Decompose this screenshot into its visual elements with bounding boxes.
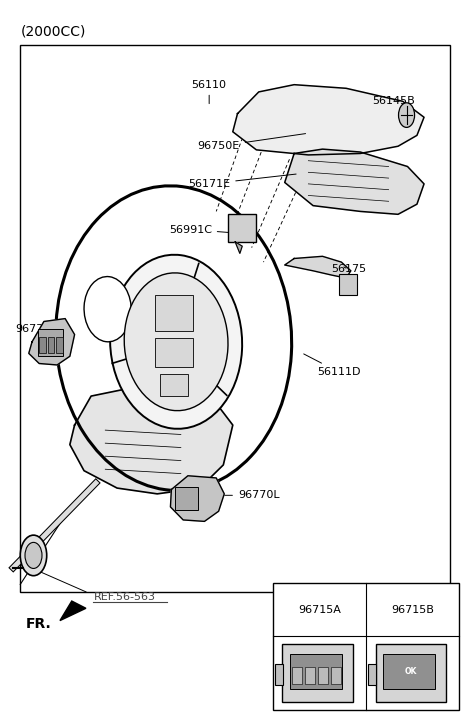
Ellipse shape — [84, 276, 131, 342]
Text: REF.56-563: REF.56-563 — [94, 592, 155, 602]
Text: 56110: 56110 — [192, 80, 227, 104]
Bar — [292, 667, 302, 684]
Text: 96770R: 96770R — [15, 324, 65, 334]
Text: 96715A: 96715A — [298, 605, 341, 614]
Bar — [275, 664, 283, 685]
Bar — [383, 654, 435, 689]
Bar — [339, 274, 357, 294]
Bar — [368, 664, 377, 685]
Text: FR.: FR. — [26, 617, 52, 631]
Circle shape — [399, 103, 415, 127]
Text: 96770L: 96770L — [221, 490, 280, 500]
Bar — [56, 337, 63, 353]
Bar — [160, 374, 188, 396]
Polygon shape — [233, 84, 424, 155]
Text: 96750E: 96750E — [198, 134, 305, 151]
Polygon shape — [29, 318, 75, 365]
Ellipse shape — [110, 254, 242, 429]
Polygon shape — [60, 601, 86, 621]
Bar — [376, 644, 446, 702]
Bar — [20, 45, 450, 592]
Bar — [48, 337, 54, 353]
Bar — [155, 294, 193, 331]
Text: 56111D: 56111D — [304, 354, 361, 377]
Text: 56145B: 56145B — [372, 97, 415, 112]
Polygon shape — [285, 149, 424, 214]
Bar — [175, 486, 198, 510]
Bar — [273, 583, 459, 710]
Polygon shape — [70, 389, 233, 494]
Bar — [38, 329, 63, 356]
Circle shape — [25, 542, 42, 569]
Circle shape — [20, 535, 47, 576]
Bar — [39, 337, 46, 353]
Bar — [304, 667, 315, 684]
Text: 56175: 56175 — [331, 265, 366, 274]
Bar — [282, 644, 353, 702]
Text: 96715B: 96715B — [391, 605, 434, 614]
Text: 56991C: 56991C — [169, 225, 235, 235]
Bar — [228, 214, 256, 242]
Bar — [290, 654, 342, 689]
Bar — [331, 667, 341, 684]
Polygon shape — [285, 257, 351, 278]
Bar — [318, 667, 328, 684]
Text: 56171E: 56171E — [188, 174, 296, 189]
Bar — [155, 338, 193, 367]
Text: (2000CC): (2000CC) — [20, 25, 86, 39]
Polygon shape — [235, 242, 242, 254]
Text: OK: OK — [405, 667, 417, 676]
Ellipse shape — [124, 273, 228, 411]
Polygon shape — [171, 475, 224, 521]
